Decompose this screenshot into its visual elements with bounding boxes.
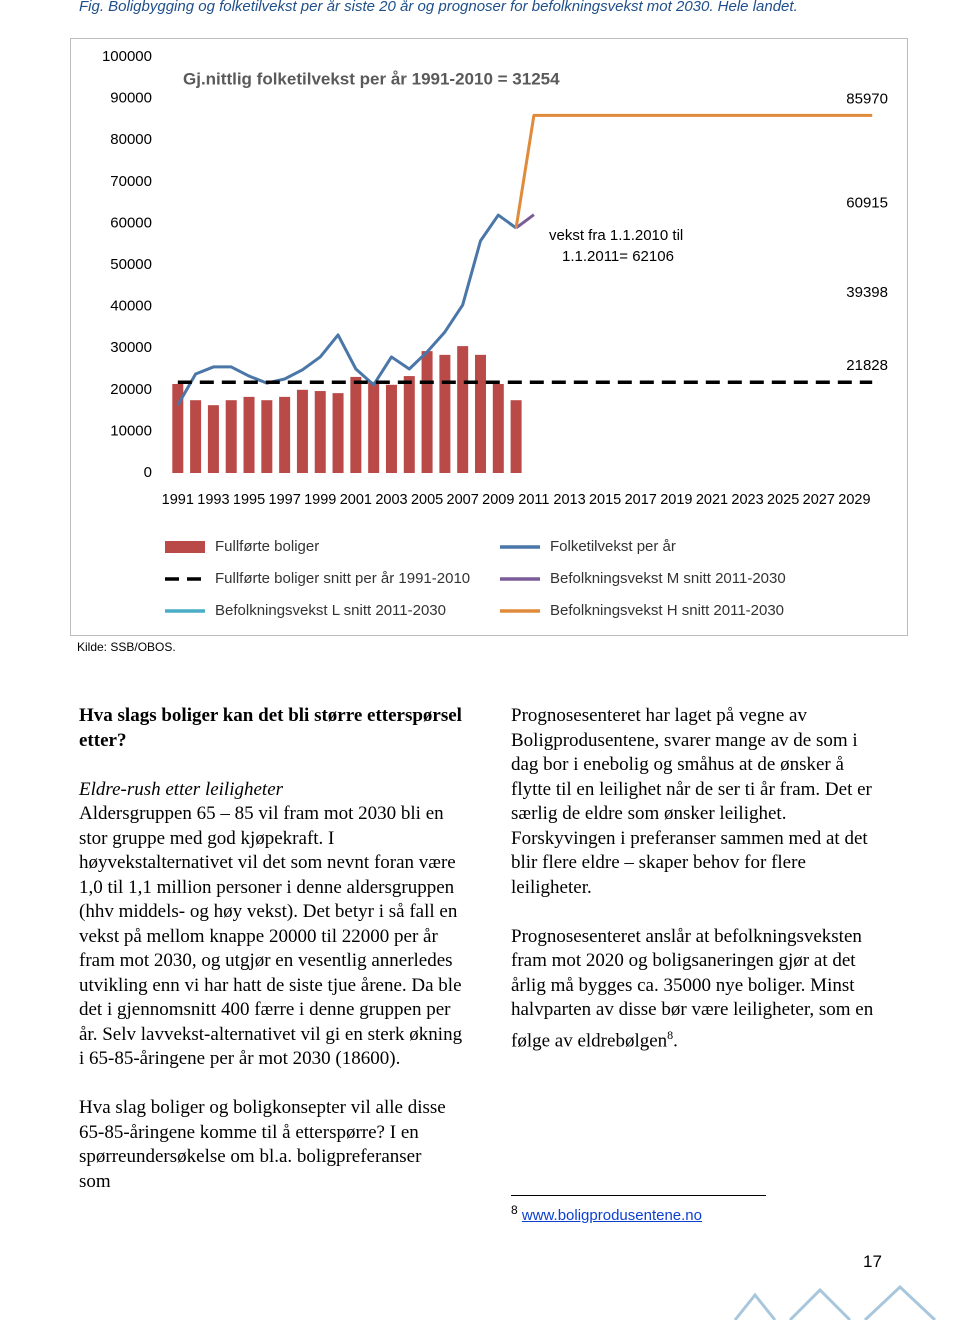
x-tick-label: 2001: [340, 492, 372, 508]
y-tick-label: 10000: [110, 422, 152, 439]
paragraph: Prognosesenteret har laget på vegne av B…: [511, 705, 872, 898]
paragraph: Hva slag boliger og boligkonsepter vil a…: [79, 1097, 446, 1192]
legend-label: Fullførte boliger: [215, 538, 319, 555]
x-tick-label: 2013: [553, 492, 585, 508]
end-label: 85970: [846, 90, 888, 107]
bar: [261, 400, 273, 473]
paragraph: Aldersgruppen 65 – 85 vil fram mot 2030 …: [79, 803, 463, 1069]
x-tick-label: 2017: [625, 492, 657, 508]
bar: [296, 389, 308, 473]
chart-frame: [70, 38, 908, 636]
legend-label: Fullførte boliger snitt per år 1991-2010: [215, 570, 470, 587]
bar: [243, 396, 255, 473]
x-tick-label: 2025: [767, 492, 799, 508]
x-tick-label: 2021: [696, 492, 728, 508]
x-tick-label: 1999: [304, 492, 336, 508]
bar: [350, 376, 362, 473]
line: [176, 213, 517, 406]
annotation: vekst fra 1.1.2010 til: [549, 227, 683, 244]
bar: [457, 346, 469, 473]
x-tick-label: 2015: [589, 492, 621, 508]
right-column: Prognosesenteret har laget på vegne av B…: [511, 704, 881, 1053]
paragraph: Prognosesenteret anslår at befolkningsve…: [511, 925, 881, 1054]
bar: [332, 393, 344, 473]
heading: Hva slags boliger kan det bli større ett…: [79, 705, 462, 751]
x-tick-label: 2011: [518, 492, 549, 508]
end-label: 39398: [846, 284, 888, 301]
page-number: 17: [863, 1252, 882, 1271]
y-tick-label: 20000: [110, 381, 152, 398]
bar: [314, 391, 326, 473]
bar: [172, 383, 184, 473]
legend-label: Befolkningsvekst H snitt 2011-2030: [550, 602, 784, 619]
text: Prognosesenteret anslår at befolkningsve…: [511, 925, 874, 1051]
y-tick-label: 90000: [110, 90, 152, 107]
bar: [492, 383, 504, 473]
x-tick-label: 2019: [660, 492, 692, 508]
bar: [207, 405, 219, 473]
bar: [403, 376, 415, 473]
x-tick-label: 1993: [197, 492, 229, 508]
x-tick-label: 1991: [162, 492, 194, 508]
y-tick-label: 40000: [110, 298, 152, 315]
x-tick-label: 2009: [482, 492, 514, 508]
bar: [368, 381, 380, 473]
x-tick-label: 1995: [233, 492, 265, 508]
y-tick-label: 30000: [110, 339, 152, 356]
end-label: 21828: [846, 357, 888, 374]
x-tick-label: 2023: [731, 492, 763, 508]
bar: [385, 384, 397, 473]
legend-swatch: [165, 541, 205, 553]
x-tick-label: 2027: [803, 492, 835, 508]
footnote-ref: 8: [667, 1027, 674, 1042]
chart: Gj.nittlig folketilvekst per år 1991-201…: [70, 38, 908, 636]
x-tick-label: 2029: [838, 492, 870, 508]
line: [515, 213, 535, 230]
figure-caption: Fig. Boligbygging og folketilvekst per å…: [79, 0, 798, 15]
annotation: 1.1.2011= 62106: [562, 248, 674, 265]
text: .: [673, 1029, 678, 1051]
bar: [279, 396, 291, 473]
logo-decoration: [733, 1285, 937, 1320]
y-tick-label: 0: [144, 464, 152, 481]
legend-label: Befolkningsvekst M snitt 2011-2030: [550, 570, 786, 587]
x-tick-label: 2005: [411, 492, 443, 508]
footnote-link[interactable]: www.boligprodusentene.no: [521, 1207, 702, 1224]
legend-label: Folketilvekst per år: [550, 538, 676, 555]
subheading: Eldre-rush etter leiligheter: [79, 778, 284, 800]
footnote-rule: [511, 1195, 766, 1196]
bar: [439, 354, 451, 473]
left-column: Hva slags boliger kan det bli større ett…: [79, 704, 464, 1194]
bar: [421, 351, 433, 473]
y-tick-label: 80000: [110, 131, 152, 148]
bar: [190, 400, 202, 473]
y-tick-label: 70000: [110, 173, 152, 190]
x-tick-label: 2007: [447, 492, 479, 508]
x-tick-label: 2003: [375, 492, 407, 508]
footnote: 8 www.boligprodusentene.no: [511, 1203, 702, 1224]
source: Kilde: SSB/OBOS.: [77, 640, 176, 654]
bar: [225, 400, 237, 473]
line: [514, 113, 873, 229]
y-tick-label: 50000: [110, 256, 152, 273]
y-tick-label: 100000: [102, 48, 152, 65]
end-label: 60915: [846, 195, 888, 212]
y-tick-label: 60000: [110, 214, 152, 231]
bar: [474, 354, 486, 473]
x-tick-label: 1997: [269, 492, 301, 508]
bar: [510, 400, 522, 473]
chart-title: Gj.nittlig folketilvekst per år 1991-201…: [183, 69, 560, 88]
footnote-number: 8: [511, 1203, 518, 1217]
legend-label: Befolkningsvekst L snitt 2011-2030: [215, 602, 446, 619]
